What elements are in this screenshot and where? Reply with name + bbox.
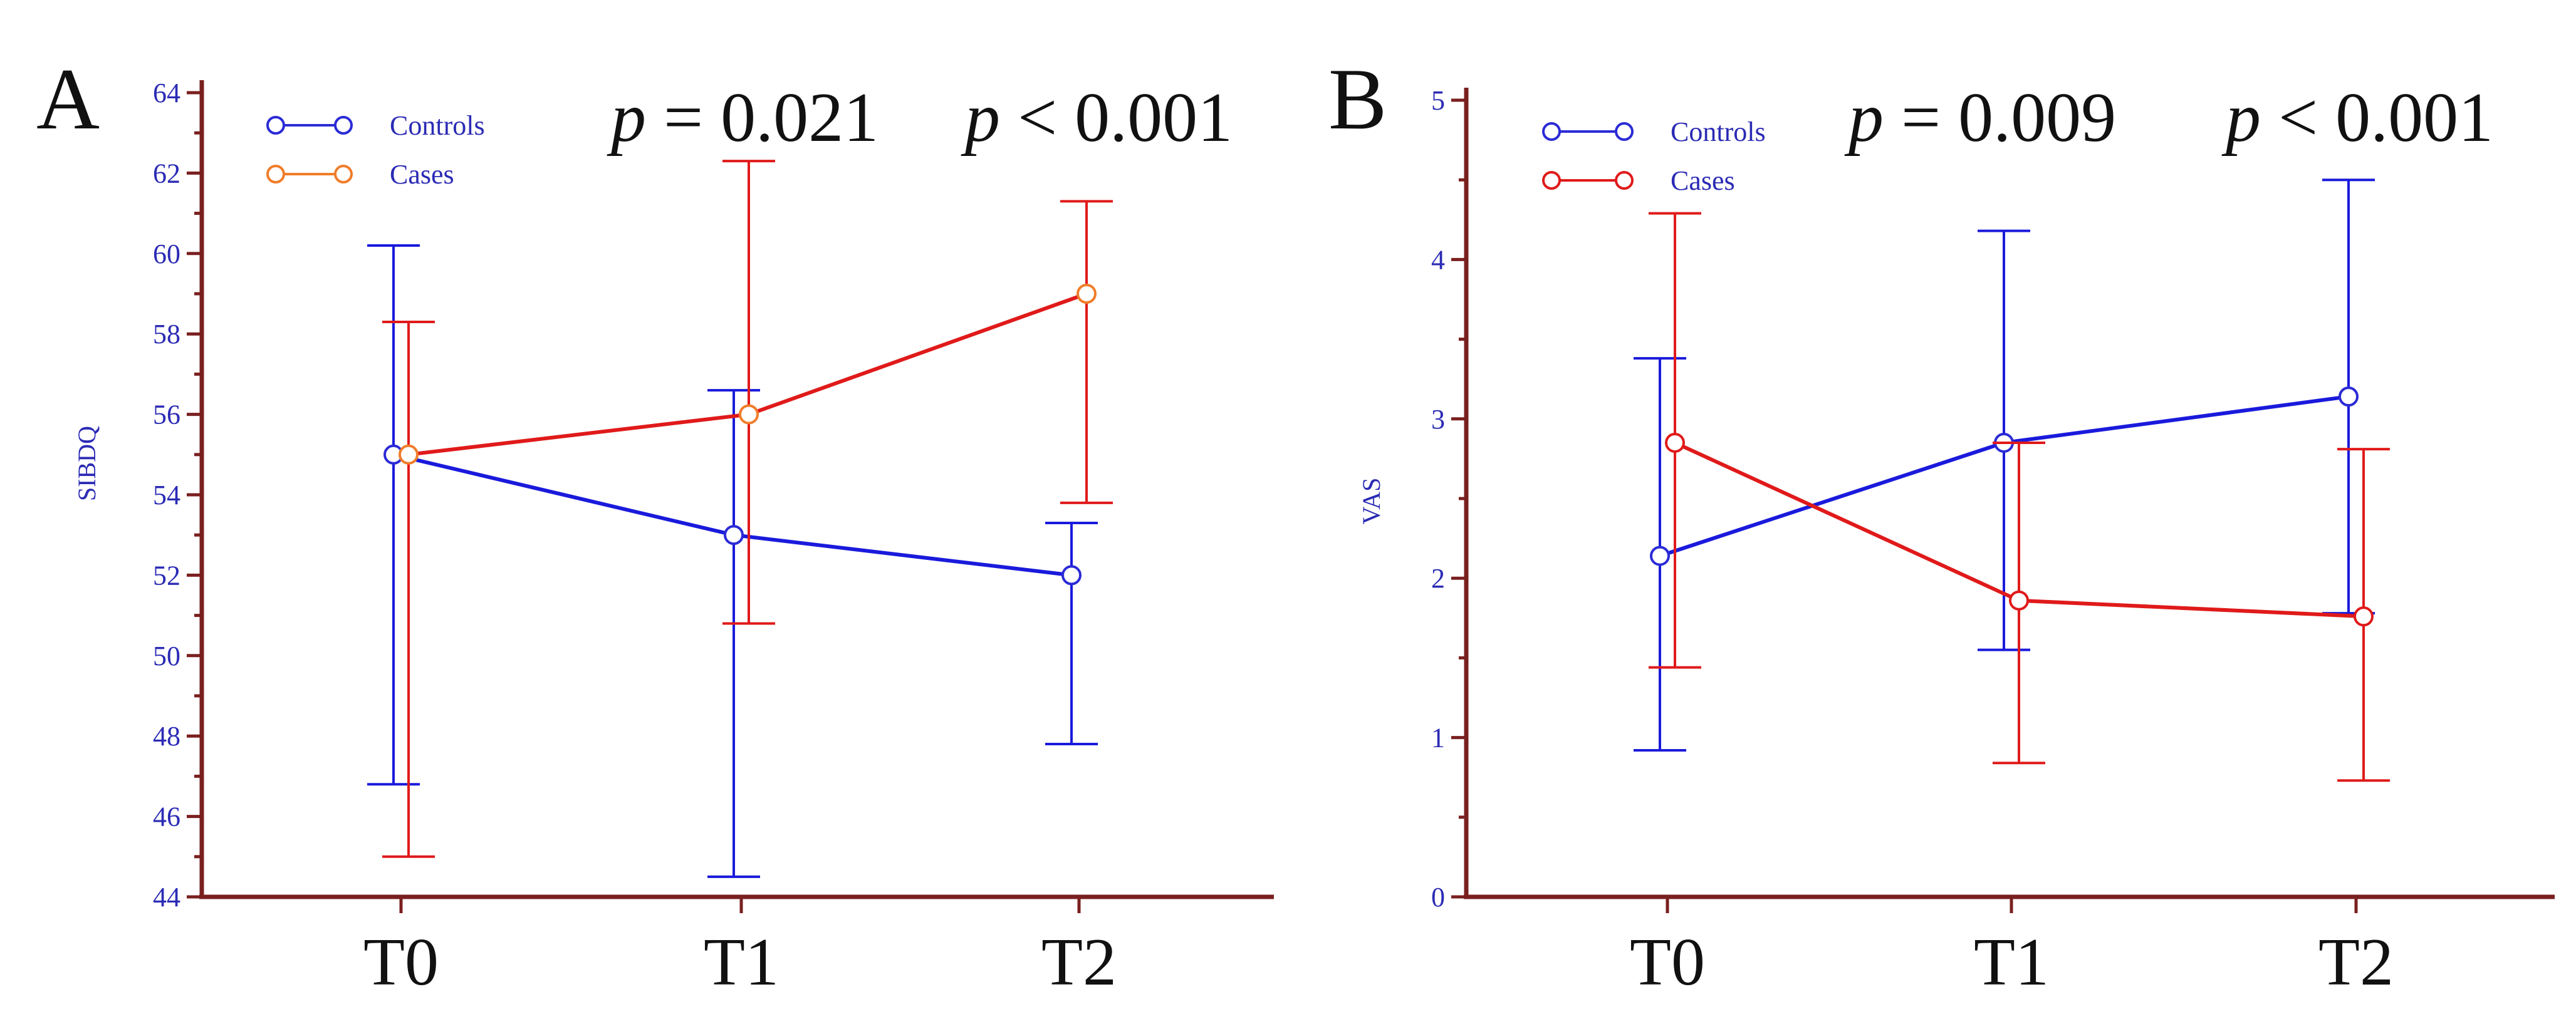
y-tick-label: 52	[153, 560, 180, 591]
series-controls	[367, 244, 1098, 878]
legend-marker	[1615, 171, 1634, 190]
panel-b-letter: B	[1328, 51, 1387, 148]
p-value-annotation: p = 0.021	[607, 79, 879, 157]
y-tick-label: 46	[153, 802, 180, 832]
x-tick-label: T2	[2318, 925, 2394, 1000]
y-tick-label: 2	[1431, 563, 1445, 594]
legend-entry-controls: Controls	[266, 110, 485, 141]
y-tick-label: 5	[1431, 85, 1445, 116]
p-symbol: p	[2221, 79, 2261, 157]
p-value-text: = 0.009	[1884, 79, 2116, 157]
p-value-text: = 0.021	[646, 79, 879, 157]
p-symbol: p	[607, 79, 646, 157]
series-controls	[1634, 178, 2375, 752]
x-tick-label: T1	[704, 925, 779, 1000]
x-tick-label: T2	[1041, 925, 1117, 1000]
x-tick-label: T0	[363, 925, 439, 1000]
y-tick-label: 62	[153, 158, 180, 189]
y-tick-label: 56	[153, 400, 180, 430]
p-value-annotation: p < 0.001	[2221, 79, 2493, 157]
p-value-annotation: p < 0.001	[961, 79, 1233, 157]
legend-marker	[334, 165, 353, 184]
legend-marker	[334, 116, 353, 135]
legend-entry-cases: Cases	[1542, 165, 1735, 196]
y-tick-label: 60	[153, 239, 180, 269]
data-point	[1061, 565, 1082, 586]
panel-a-letter: A	[36, 51, 100, 148]
p-value-text: < 0.001	[2261, 79, 2493, 157]
y-tick-label: 48	[153, 721, 180, 752]
p-symbol: p	[961, 79, 1000, 157]
data-point	[1650, 546, 1670, 566]
x-tick-label: T1	[1974, 925, 2049, 1000]
x-tick-label: T0	[1630, 925, 1705, 1000]
p-value-text: < 0.001	[1000, 79, 1233, 157]
panel-b-y-axis-label: VAS	[1357, 478, 1385, 525]
p-symbol: p	[1844, 79, 1884, 157]
legend-label: Cases	[390, 159, 454, 190]
legend-marker	[1542, 171, 1561, 190]
data-point	[1077, 284, 1097, 304]
panel-a: A 44 46 48 50 52 54 56 58 60 62 64 SIBDQ T0 T1 T2 Contro…	[36, 51, 1274, 1000]
y-tick-label: 3	[1431, 404, 1445, 435]
y-tick-label: 44	[153, 882, 180, 913]
legend-marker	[1615, 122, 1634, 141]
y-tick-label: 50	[153, 641, 180, 671]
data-point	[724, 525, 744, 546]
legend-entry-controls: Controls	[1542, 116, 1766, 147]
data-point	[2339, 386, 2359, 407]
data-point	[2354, 606, 2374, 627]
legend-marker	[266, 116, 285, 135]
legend-label: Controls	[1671, 116, 1766, 147]
y-tick-label: 54	[153, 480, 180, 510]
legend-marker	[266, 165, 285, 184]
y-tick-label: 1	[1431, 723, 1445, 753]
y-tick-label: 58	[153, 319, 180, 349]
panel-a-y-axis-label: SIBDQ	[73, 426, 101, 501]
series-cases	[382, 160, 1113, 858]
p-value-annotation: p = 0.009	[1844, 79, 2116, 157]
series-cases	[1649, 212, 2390, 782]
y-tick-label: 0	[1431, 882, 1445, 913]
legend-marker	[1542, 122, 1561, 141]
data-point	[1665, 432, 1685, 453]
legend-entry-cases: Cases	[266, 159, 454, 190]
y-tick-label: 64	[153, 78, 180, 108]
data-point	[2009, 590, 2029, 611]
y-tick-label: 4	[1431, 244, 1445, 275]
data-point	[739, 404, 759, 425]
legend-label: Cases	[1671, 165, 1735, 196]
legend-label: Controls	[390, 110, 485, 141]
data-point	[399, 444, 419, 465]
